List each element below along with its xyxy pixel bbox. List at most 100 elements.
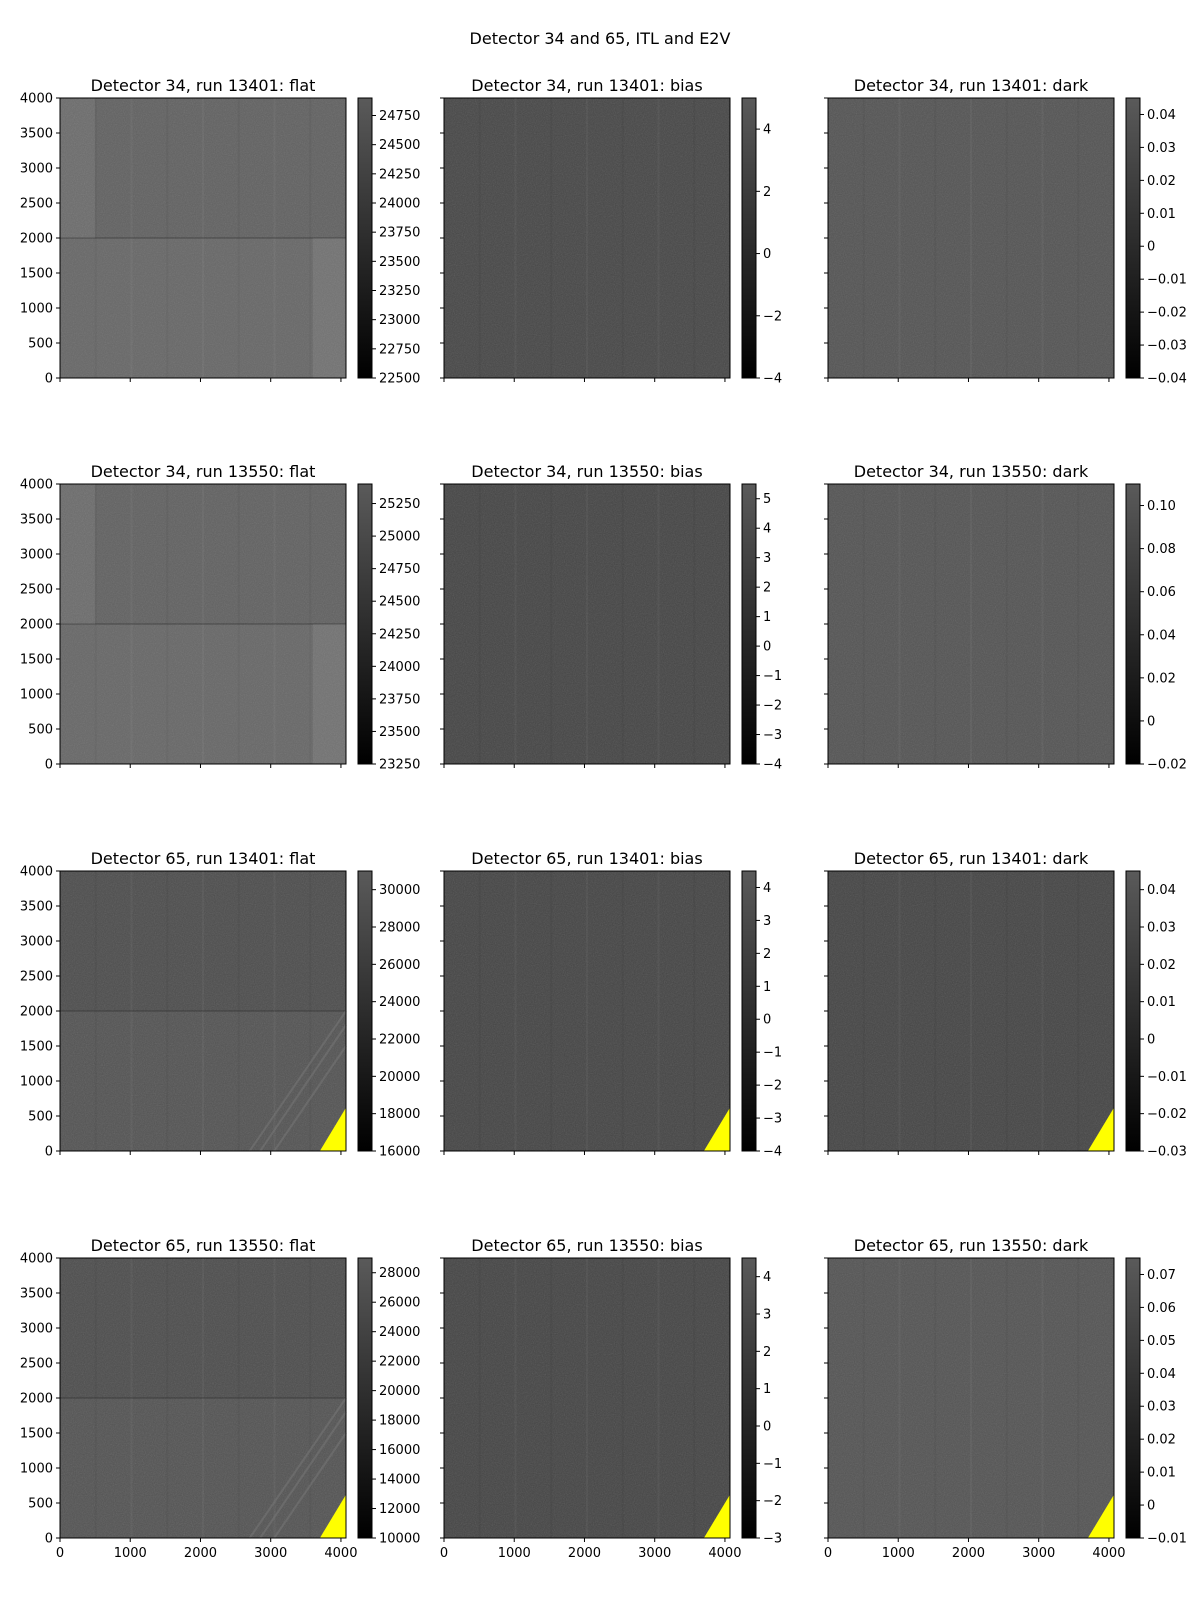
panel-title: Detector 34, run 13550: dark [854, 462, 1089, 481]
colorbar-tick-label: 0.04 [1147, 1367, 1176, 1382]
panel-6: Detector 34, run 13550: dark −0.02 0 0.02 0.… [824, 462, 1187, 773]
x-tick-label: 1000 [498, 1546, 531, 1561]
segment-column [586, 871, 588, 1151]
y-tick-label: 3000 [20, 1322, 53, 1337]
y-tick-label: 4000 [20, 1252, 53, 1267]
segment-column [657, 871, 660, 1151]
vignette-mask [703, 1494, 730, 1538]
segment-column [550, 1258, 553, 1538]
colorbar-tick-label: 28000 [379, 1266, 420, 1281]
x-tick-label: 1000 [114, 1546, 147, 1561]
segment-column [657, 1258, 660, 1538]
colorbar-tick-label: −0.01 [1147, 273, 1187, 288]
colorbar-tick-label: −0.04 [1147, 372, 1187, 387]
colorbar-tick-label: 22750 [379, 342, 420, 357]
segment-column [478, 484, 481, 764]
y-tick-label: 2500 [20, 197, 53, 212]
segment-column [934, 1258, 937, 1538]
colorbar-tick-label: 24000 [379, 995, 420, 1010]
segment-column [586, 98, 588, 378]
bright-segment [60, 484, 96, 624]
y-tick-label: 0 [45, 1532, 53, 1547]
colorbar-tick-label: −2 [763, 699, 782, 714]
segment-column [1077, 871, 1080, 1151]
colorbar-tick-label: 24250 [379, 627, 420, 642]
streak [248, 1397, 347, 1539]
colorbar-tick-label: 24500 [379, 595, 420, 610]
bright-segment [312, 624, 346, 764]
segment-column [621, 871, 624, 1151]
y-tick-label: 2000 [20, 1392, 53, 1407]
colorbar-tick-label: −2 [763, 1494, 782, 1509]
amp-lower-half [60, 624, 346, 764]
image-noise [444, 871, 730, 1151]
colorbar-tick-label: −0.03 [1147, 1145, 1187, 1160]
colorbar-tick-label: 3 [763, 1308, 771, 1323]
segment-column [1077, 98, 1080, 378]
image-noise [444, 484, 730, 764]
colorbar-tick-label: 24000 [379, 197, 420, 212]
segment-column [1005, 98, 1008, 378]
streak [273, 1432, 347, 1539]
colorbar [1125, 483, 1141, 765]
colorbar-tick-label: −1 [763, 1046, 782, 1061]
colorbar-tick-label: −3 [763, 1112, 782, 1127]
segment-column [862, 484, 865, 764]
panel-11: Detector 65, run 13550: bias 0 1000 2000 300… [440, 1236, 782, 1561]
segment-column [550, 484, 553, 764]
y-tick-label: 500 [28, 337, 53, 352]
colorbar-tick-label: −0.01 [1147, 1532, 1187, 1547]
segment-column [1041, 98, 1044, 378]
colorbar-tick-label: 5 [763, 492, 771, 507]
colorbar-tick-label: 0.07 [1147, 1268, 1176, 1283]
colorbar-tick-label: 0.10 [1147, 499, 1176, 514]
y-tick-label: 2500 [20, 583, 53, 598]
colorbar-tick-label: 23500 [379, 725, 420, 740]
colorbar-tick-label: 0.01 [1147, 207, 1176, 222]
y-tick-label: 2500 [20, 1357, 53, 1372]
y-tick-label: 3500 [20, 127, 53, 142]
colorbar-tick-label: 0.03 [1147, 141, 1176, 156]
panel-3: Detector 34, run 13401: dark −0.04 −0.03 −0… [824, 76, 1187, 387]
segment-column [1005, 484, 1008, 764]
segment-column [621, 98, 624, 378]
segment-column [898, 484, 901, 764]
colorbar-tick-label: 4 [763, 123, 771, 138]
x-tick-label: 3000 [254, 1546, 287, 1561]
colorbar-tick-label: −0.02 [1147, 306, 1187, 321]
y-tick-label: 2500 [20, 970, 53, 985]
colorbar-tick-label: 18000 [379, 1414, 420, 1429]
panel-9: Detector 65, run 13401: dark −0.03 −0.02 −0… [824, 849, 1187, 1160]
segment-column [862, 1258, 865, 1538]
x-tick-label: 2000 [568, 1546, 601, 1561]
y-tick-label: 1000 [20, 1075, 53, 1090]
panel-title: Detector 65, run 13550: dark [854, 1236, 1089, 1255]
panel-title: Detector 65, run 13550: flat [91, 1236, 316, 1255]
colorbar-tick-label: 26000 [379, 958, 420, 973]
vignette-mask [319, 1107, 346, 1151]
colorbar-tick-label: 22000 [379, 1033, 420, 1048]
segment-column [657, 98, 660, 378]
colorbar-tick-label: 0 [763, 1013, 771, 1028]
panel-title: Detector 65, run 13401: dark [854, 849, 1089, 868]
panel-5: Detector 34, run 13550: bias −4 −3 −2 −1 0 1 2 3… [440, 462, 782, 773]
y-tick-label: 1000 [20, 1462, 53, 1477]
image-noise [828, 98, 1114, 378]
colorbar-tick-label: 16000 [379, 1443, 420, 1458]
colorbar-tick-label: 0.04 [1147, 108, 1176, 123]
x-tick-label: 4000 [708, 1546, 741, 1561]
segment-column [693, 871, 696, 1151]
colorbar-tick-label: 0.05 [1147, 1334, 1176, 1349]
x-tick-label: 2000 [952, 1546, 985, 1561]
segment-column [862, 98, 865, 378]
segment-column [1041, 1258, 1044, 1538]
y-tick-label: 4000 [20, 478, 53, 493]
image-noise [444, 1258, 730, 1538]
y-tick-label: 1500 [20, 1427, 53, 1442]
colorbar [357, 97, 373, 379]
streak [259, 1411, 347, 1539]
segment-column [621, 484, 624, 764]
colorbar [357, 483, 373, 765]
colorbar-tick-label: 3 [763, 551, 771, 566]
segment-column [478, 98, 481, 378]
